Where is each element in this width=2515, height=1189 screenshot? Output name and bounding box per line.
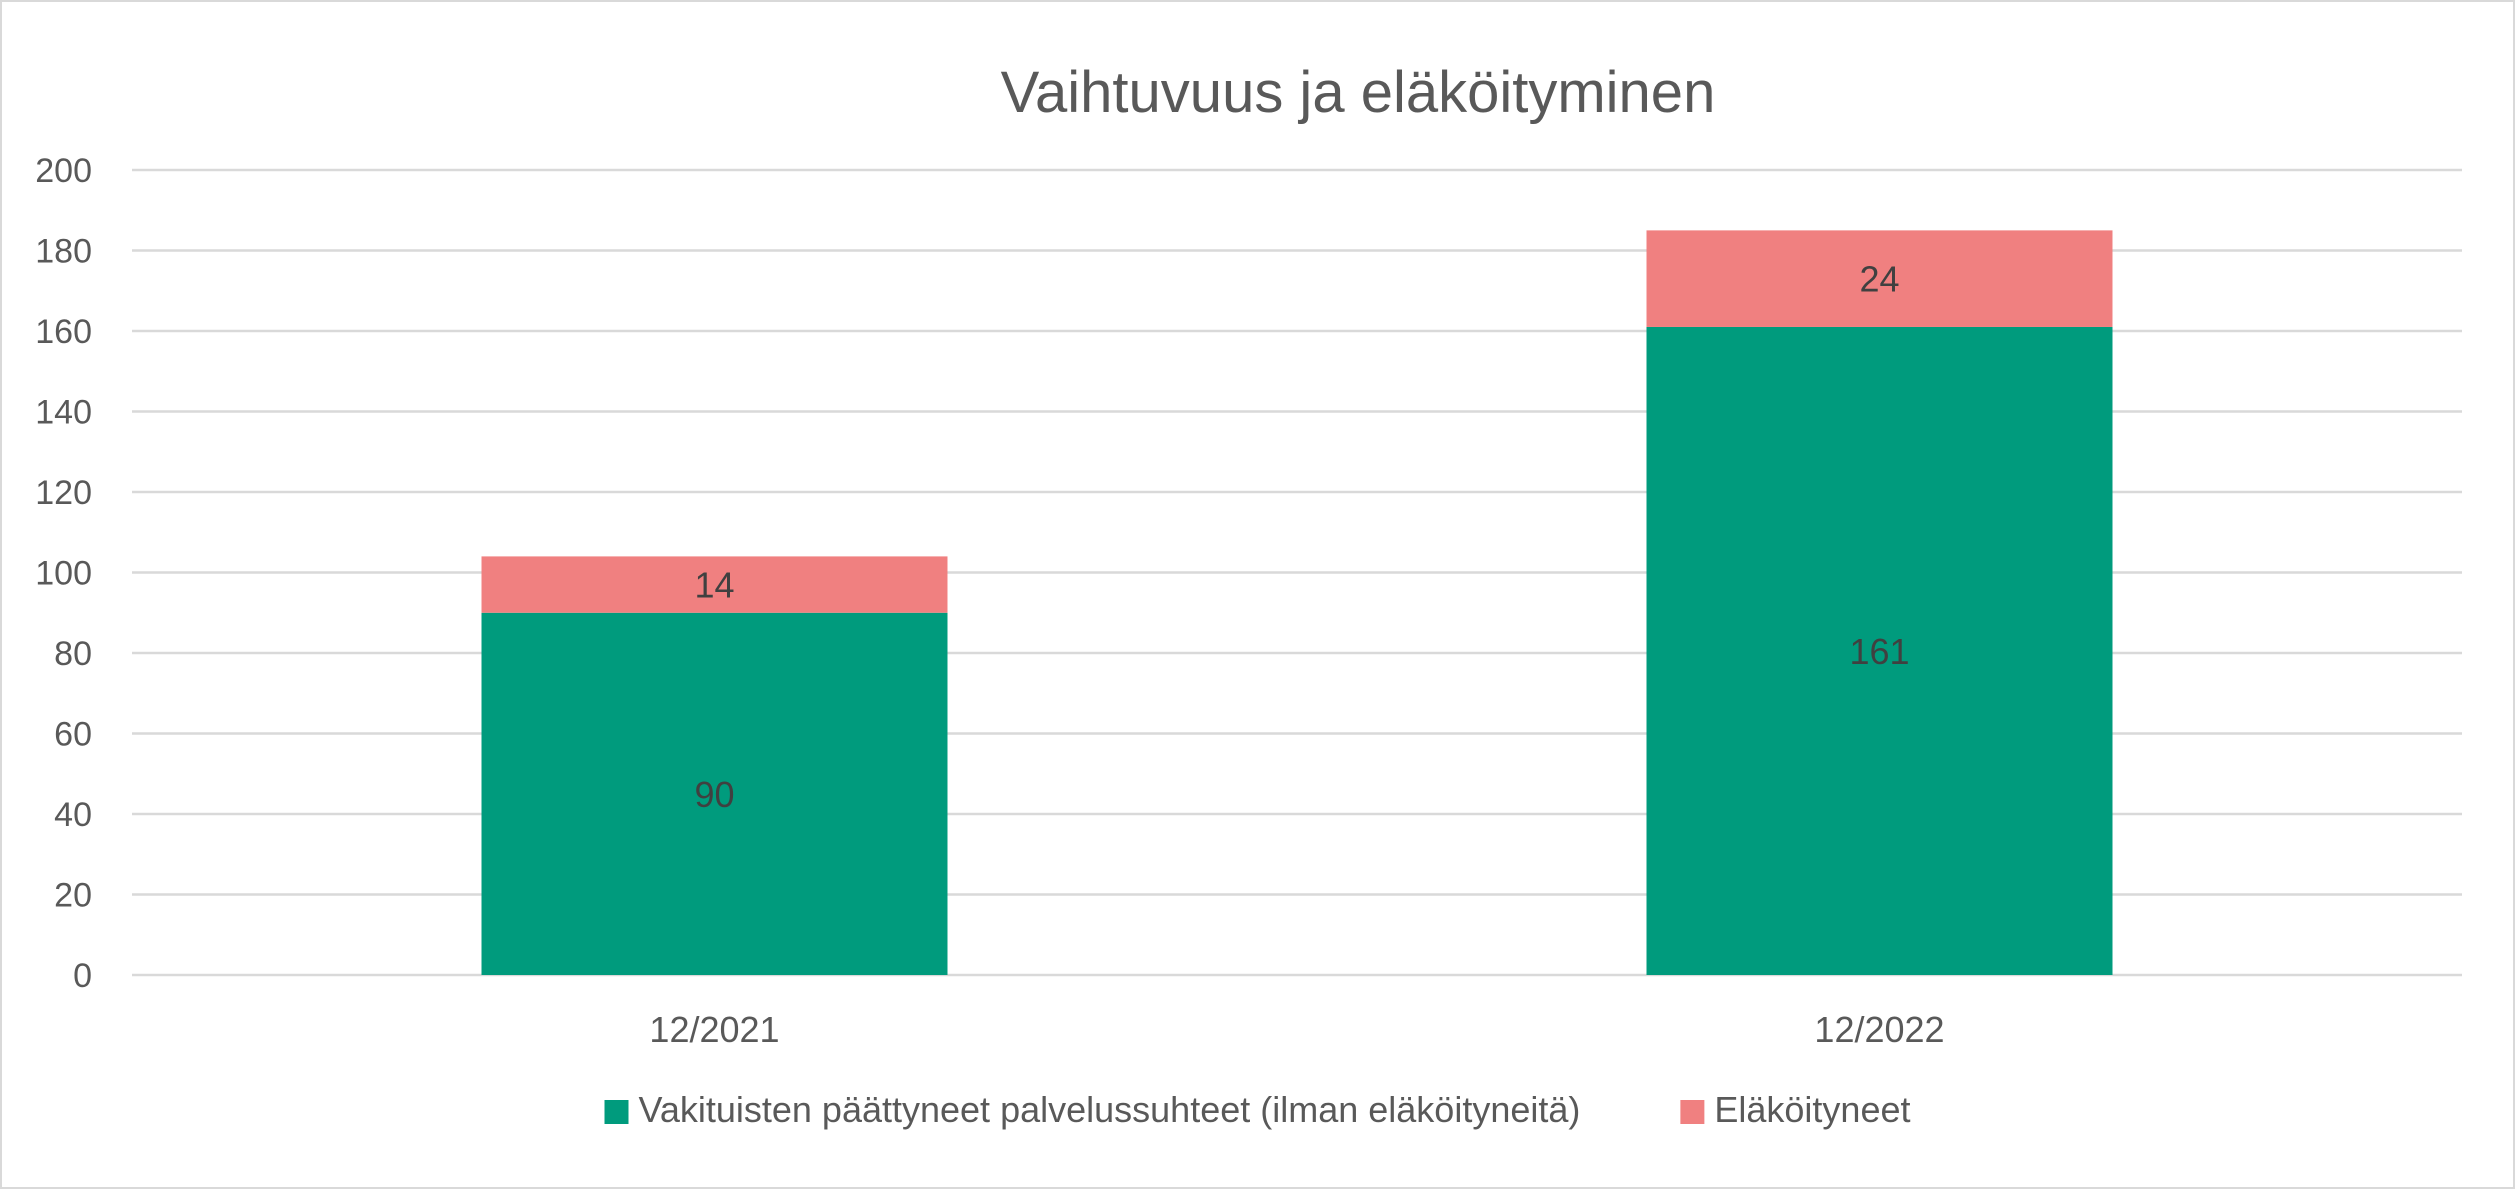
y-tick-label: 160	[35, 313, 92, 351]
x-axis-category-labels: 12/2021 12/2022	[649, 1009, 1944, 1050]
data-label: 24	[1859, 259, 1899, 300]
y-tick-label: 120	[35, 474, 92, 512]
legend-item: Eläköityneet	[1680, 1089, 1911, 1130]
bars	[481, 230, 2113, 976]
legend-label: Eläköityneet	[1714, 1089, 1910, 1130]
y-tick-label: 20	[54, 877, 92, 915]
y-tick-label: 40	[54, 796, 92, 834]
y-tick-label: 180	[35, 233, 92, 271]
bar-segment	[481, 612, 948, 975]
y-tick-label: 80	[54, 635, 92, 673]
x-category-label: 12/2022	[1814, 1009, 1944, 1050]
legend-swatch	[604, 1100, 629, 1124]
chart-title: Vaihtuvuus ja eläköityminen	[1001, 60, 1716, 125]
y-tick-label: 140	[35, 394, 92, 432]
y-axis-tick-labels: 0 20 40 60 80 100 120 140 160 180 200	[35, 152, 92, 995]
bar-segment	[1646, 230, 2113, 327]
bar-segment	[1646, 326, 2113, 976]
x-category-label: 12/2021	[649, 1009, 779, 1050]
y-tick-label: 100	[35, 555, 92, 593]
data-label: 90	[694, 774, 734, 815]
data-labels: 90 14 161 24	[694, 259, 1909, 815]
y-tick-label: 200	[35, 152, 92, 190]
y-tick-label: 0	[73, 957, 92, 995]
y-tick-label: 60	[54, 716, 92, 754]
bar-segment	[481, 556, 948, 613]
data-label: 14	[694, 565, 734, 606]
legend-item: Vakituisten päättyneet palvelussuhteet (…	[604, 1089, 1581, 1130]
data-label: 161	[1849, 631, 1909, 672]
legend-label: Vakituisten päättyneet palvelussuhteet (…	[639, 1089, 1581, 1130]
legend: Vakituisten päättyneet palvelussuhteet (…	[604, 1089, 1911, 1130]
legend-swatch	[1680, 1100, 1705, 1124]
